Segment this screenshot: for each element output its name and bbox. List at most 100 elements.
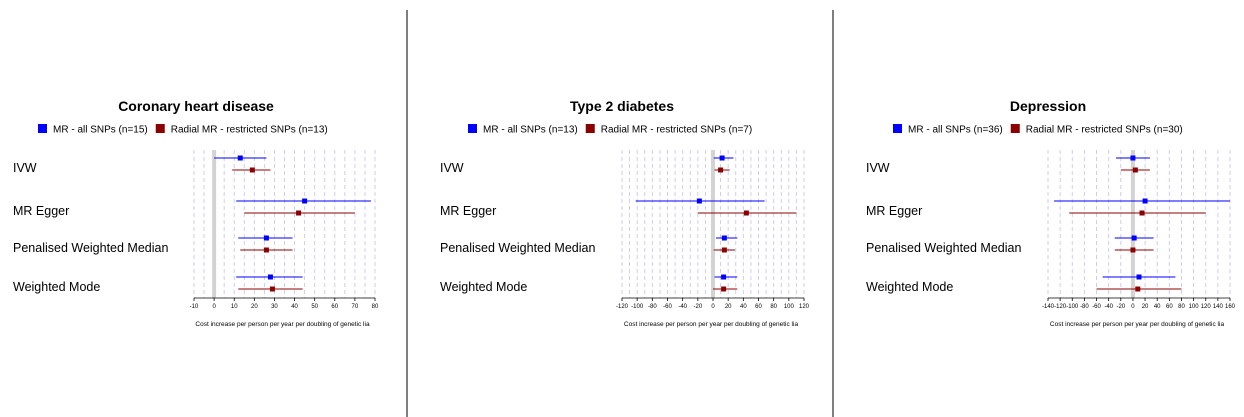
zero-reference-band bbox=[711, 150, 715, 298]
tick-label: 40 bbox=[1154, 304, 1161, 310]
legend-swatch bbox=[893, 124, 902, 133]
tick-label: 0 bbox=[711, 304, 715, 310]
estimate-point bbox=[719, 155, 725, 161]
tick-label: -100 bbox=[1066, 304, 1079, 310]
estimate-point bbox=[721, 247, 727, 253]
tick-label: -80 bbox=[648, 304, 657, 310]
tick-label: 20 bbox=[251, 304, 258, 310]
tick-label: -80 bbox=[1080, 304, 1089, 310]
legend-label: MR - all SNPs (n=15) bbox=[53, 125, 148, 136]
tick-label: 10 bbox=[231, 304, 238, 310]
tick-label: -100 bbox=[631, 304, 644, 310]
tick-label: -60 bbox=[663, 304, 672, 310]
tick-label: 80 bbox=[770, 304, 777, 310]
estimate-point bbox=[721, 286, 727, 292]
tick-label: 120 bbox=[1201, 304, 1212, 310]
forest-panel-2: Type 2 diabetes MR - all SNPs (n=13) Radia… bbox=[440, 98, 810, 328]
tick-label: 160 bbox=[1225, 304, 1236, 310]
tick-label: -140 bbox=[1042, 304, 1055, 310]
x-axis-label: Cost increase per person per year per do… bbox=[1050, 321, 1225, 328]
method-label: MR Egger bbox=[13, 204, 69, 218]
tick-label: 140 bbox=[1213, 304, 1224, 310]
estimate-point bbox=[1136, 274, 1142, 280]
method-label: Weighted Mode bbox=[440, 280, 527, 294]
chart-title: Type 2 diabetes bbox=[570, 98, 674, 114]
chart-title: Coronary heart disease bbox=[118, 98, 274, 114]
method-label: Penalised Weighted Median bbox=[13, 241, 168, 255]
estimate-point bbox=[718, 167, 724, 173]
legend-swatch bbox=[585, 124, 595, 133]
tick-label: -120 bbox=[616, 304, 629, 310]
tick-label: 60 bbox=[755, 304, 762, 310]
method-label: IVW bbox=[440, 161, 464, 175]
tick-label: 0 bbox=[1131, 304, 1135, 310]
estimate-point bbox=[1139, 210, 1145, 216]
estimate-point bbox=[1130, 155, 1136, 161]
chart-title: Depression bbox=[1010, 98, 1086, 114]
tick-label: 100 bbox=[1189, 304, 1200, 310]
tick-label: 60 bbox=[331, 304, 338, 310]
x-axis-label: Cost increase per person per year per do… bbox=[195, 321, 370, 328]
legend-swatch bbox=[38, 124, 47, 133]
estimate-point bbox=[1130, 247, 1136, 253]
estimate-point bbox=[1135, 286, 1141, 292]
zero-reference-band bbox=[212, 150, 217, 298]
tick-label: 0 bbox=[212, 304, 216, 310]
legend-swatch bbox=[1010, 124, 1020, 133]
method-label: Weighted Mode bbox=[866, 280, 953, 294]
method-label: MR Egger bbox=[866, 204, 922, 218]
estimate-point bbox=[269, 286, 275, 292]
estimate-point bbox=[249, 167, 255, 173]
estimate-point bbox=[267, 274, 273, 280]
tick-label: 120 bbox=[799, 304, 810, 310]
estimate-point bbox=[263, 247, 269, 253]
tick-label: 20 bbox=[1142, 304, 1149, 310]
tick-label: 50 bbox=[311, 304, 318, 310]
estimate-point bbox=[296, 210, 302, 216]
method-label: MR Egger bbox=[440, 204, 496, 218]
tick-label: 70 bbox=[352, 304, 359, 310]
tick-label: 80 bbox=[1178, 304, 1185, 310]
tick-label: -40 bbox=[678, 304, 687, 310]
tick-label: -40 bbox=[1104, 304, 1113, 310]
legend-label: MR - all SNPs (n=13) bbox=[483, 125, 578, 136]
legend-label: Radial MR - restricted SNPs (n=7) bbox=[601, 125, 752, 136]
method-label: Penalised Weighted Median bbox=[440, 241, 595, 255]
tick-label: -60 bbox=[1092, 304, 1101, 310]
tick-label: 30 bbox=[271, 304, 278, 310]
tick-label: 60 bbox=[1166, 304, 1173, 310]
estimate-point bbox=[696, 198, 702, 204]
forest-panel-3: Depression MR - all SNPs (n=36) Radial MR … bbox=[866, 98, 1236, 328]
estimate-point bbox=[263, 235, 269, 241]
legend-label: Radial MR - restricted SNPs (n=30) bbox=[1026, 125, 1183, 136]
estimate-point bbox=[743, 210, 749, 216]
legend-label: MR - all SNPs (n=36) bbox=[908, 125, 1003, 136]
tick-label: -120 bbox=[1054, 304, 1067, 310]
tick-label: -20 bbox=[1116, 304, 1125, 310]
tick-label: 40 bbox=[740, 304, 747, 310]
method-label: IVW bbox=[13, 161, 37, 175]
estimate-point bbox=[1132, 167, 1138, 173]
tick-label: 80 bbox=[372, 304, 379, 310]
legend-swatch bbox=[155, 124, 165, 133]
zero-reference-band bbox=[1130, 150, 1135, 298]
legend-label: Radial MR - restricted SNPs (n=13) bbox=[171, 125, 328, 136]
tick-label: 100 bbox=[784, 304, 795, 310]
tick-label: -20 bbox=[693, 304, 702, 310]
x-axis-label: Cost increase per person per year per do… bbox=[624, 321, 799, 328]
forest-panel-1: Coronary heart disease MR - all SNPs (n=1… bbox=[13, 98, 379, 328]
tick-label: 40 bbox=[291, 304, 298, 310]
estimate-point bbox=[302, 198, 308, 204]
estimate-point bbox=[1131, 235, 1137, 241]
legend-swatch bbox=[468, 124, 477, 133]
estimate-point bbox=[1142, 198, 1148, 204]
method-label: IVW bbox=[866, 161, 890, 175]
method-label: Penalised Weighted Median bbox=[866, 241, 1021, 255]
estimate-point bbox=[237, 155, 243, 161]
method-label: Weighted Mode bbox=[13, 280, 100, 294]
tick-label: 20 bbox=[725, 304, 732, 310]
estimate-point bbox=[721, 274, 727, 280]
tick-label: -10 bbox=[190, 304, 199, 310]
estimate-point bbox=[721, 235, 727, 241]
